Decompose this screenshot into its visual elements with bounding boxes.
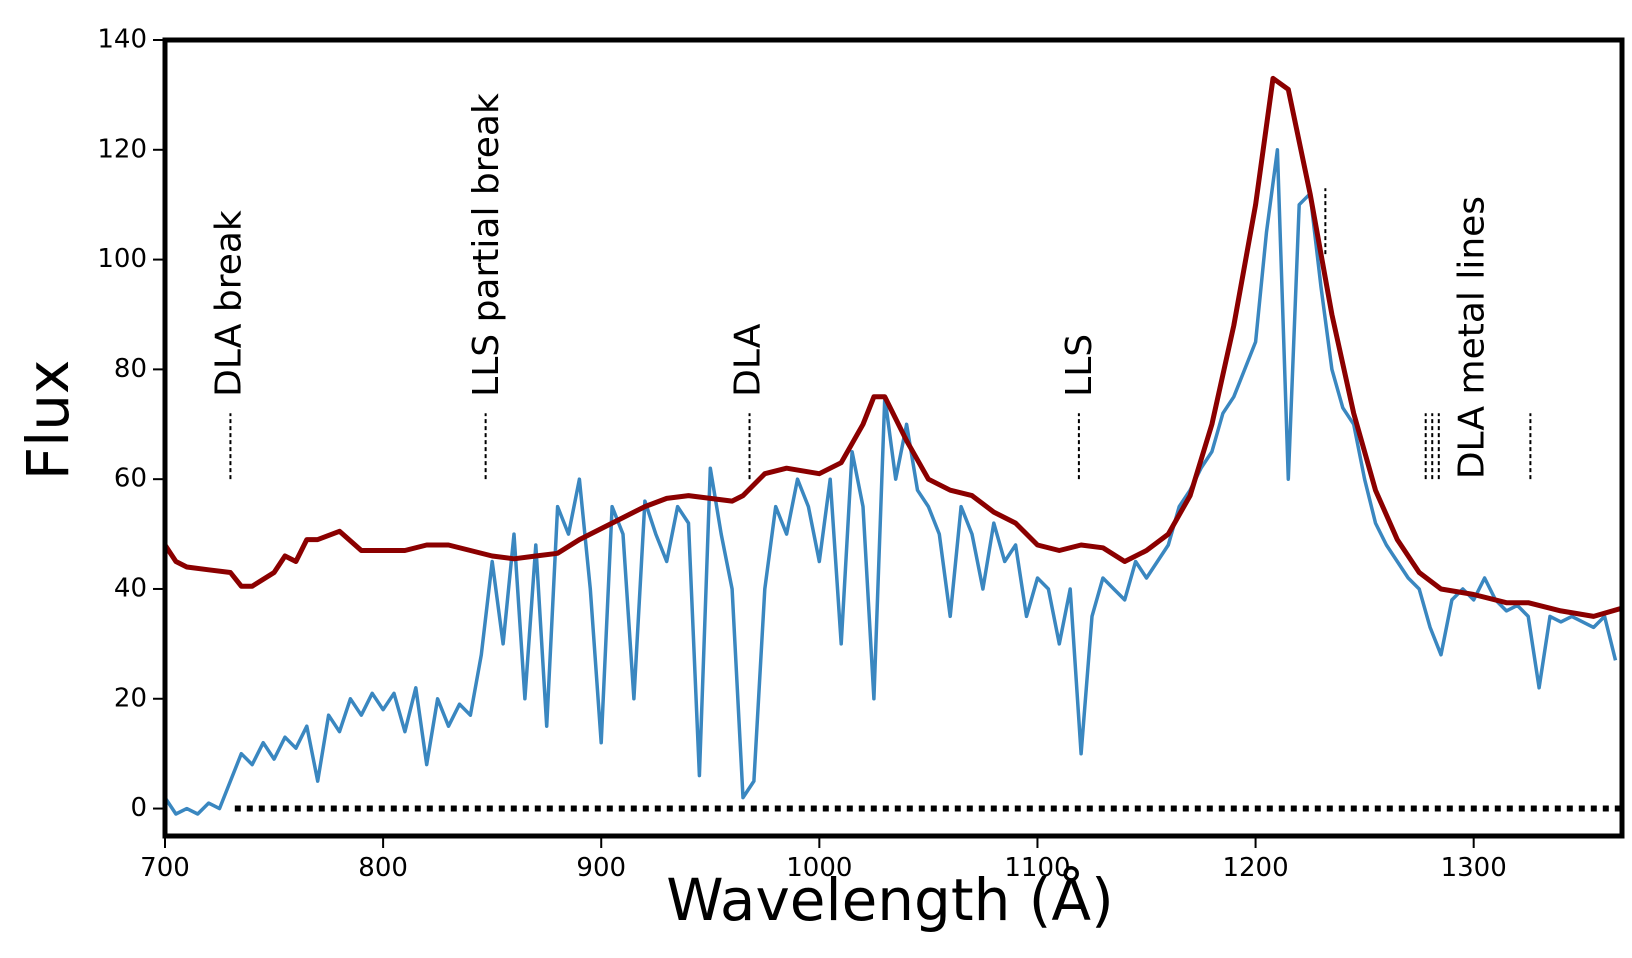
y-tick-label: 0 [130, 793, 147, 823]
x-tick-label: 1300 [1441, 853, 1507, 883]
x-tick-label: 1200 [1222, 853, 1288, 883]
x-tick-label: 900 [576, 853, 626, 883]
x-tick-label: 1000 [786, 853, 852, 883]
y-tick-label: 40 [114, 573, 147, 603]
plot-frame [162, 37, 1625, 839]
annotation: LLS [1059, 334, 1100, 397]
y-tick-label: 80 [114, 354, 147, 384]
y-tick-label: 100 [97, 244, 147, 274]
y-tick-label: 120 [97, 134, 147, 164]
y-tick-label: 60 [114, 464, 147, 494]
x-axis-title: Wavelength (Å) [666, 865, 1113, 934]
annotation: DLA [728, 323, 769, 397]
plot-area [165, 75, 1622, 816]
annotation: DLA metal lines [1452, 196, 1493, 479]
annotation: LLS partial break [466, 93, 507, 397]
x-tick-label: 1100 [1004, 853, 1070, 883]
annotation: DLA break [208, 210, 249, 397]
y-tick-label: 140 [97, 25, 147, 55]
y-tick-label: 20 [114, 683, 147, 713]
series-line [165, 148, 1618, 816]
x-tick-label: 800 [358, 853, 408, 883]
series-line [165, 75, 1622, 619]
x-tick-label: 700 [140, 853, 190, 883]
y-axis-title: Flux [14, 360, 82, 481]
